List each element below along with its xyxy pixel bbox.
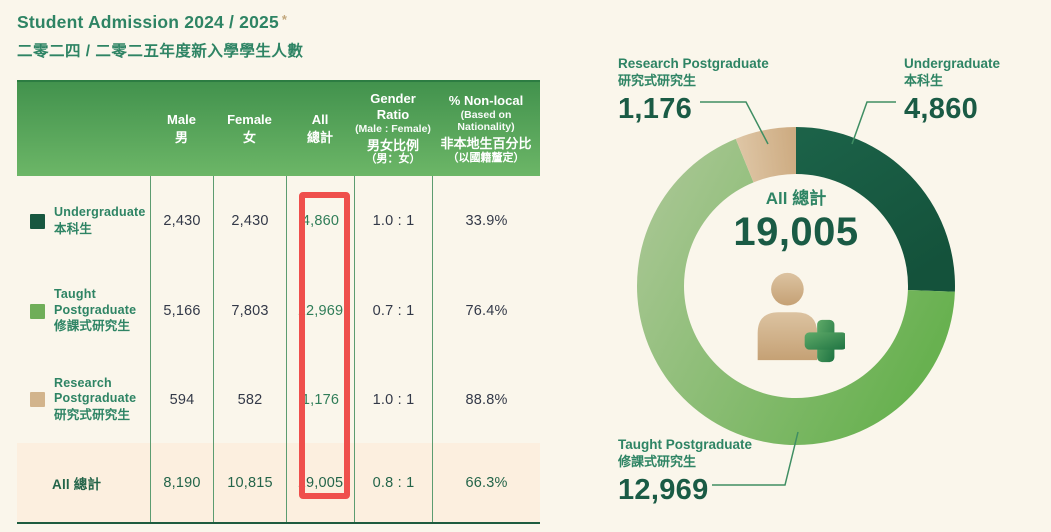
cell-total-all: 19,005 <box>286 443 354 522</box>
row-label-text: Taught Postgraduate 修課式研究生 <box>54 287 150 335</box>
table-header-rowlabel <box>17 80 150 176</box>
taught-postgraduate-label-zh: 修課式研究生 <box>54 319 131 334</box>
table-header-all: All 總計 <box>286 80 354 176</box>
header-ratio-en: Gender Ratio <box>370 91 416 122</box>
taught-postgraduate-swatch-icon <box>30 303 45 319</box>
admission-table: Male 男 Female 女 All 總計 Gender Ratio (Mal… <box>17 80 540 524</box>
research-postgraduate-label-zh: 研究式研究生 <box>54 407 131 422</box>
table-header-male: Male 男 <box>150 80 213 176</box>
donut-center-label: All 總計 <box>765 189 827 208</box>
header-nonlocal-zh: 非本地生百分比 <box>440 136 532 152</box>
donut-center-total: All 總計 19,005 <box>696 184 896 255</box>
person-body <box>757 312 818 361</box>
page-title-text: Student Admission 2024 / 2025 <box>17 12 279 32</box>
research-postgraduate-swatch-icon <box>30 392 45 407</box>
callout-taught-postgraduate: Taught Postgraduate 修課式研究生 12,969 <box>618 436 752 510</box>
donut-chart-panel: Research Postgraduate 研究式研究生 1,176 Under… <box>540 0 1051 532</box>
cell-research-female: 582 <box>213 356 286 443</box>
cell-taught-all: 12,969 <box>286 266 354 356</box>
leader-line-research-postgraduate <box>700 101 769 145</box>
cell-research-all: 1,176 <box>286 356 354 443</box>
row-research-postgraduate-label: Research Postgraduate 研究式研究生 <box>17 356 150 443</box>
header-ratio-zh: 男女比例 <box>366 137 419 153</box>
total-row-label: All 總計 <box>17 443 150 522</box>
title-block: Student Admission 2024 / 2025 * 二零二四 / 二零… <box>17 12 303 61</box>
cell-taught-male: 5,166 <box>150 266 213 356</box>
cell-undergraduate-female: 2,430 <box>213 176 286 266</box>
callout-research-name-zh: 研究式研究生 <box>618 72 697 88</box>
leader-line-undergraduate <box>851 101 896 145</box>
cell-research-male: 594 <box>150 356 213 443</box>
callout-taught-name: Taught Postgraduate <box>618 437 753 452</box>
cell-undergraduate-male: 2,430 <box>150 176 213 266</box>
row-label-text: Research Postgraduate 研究式研究生 <box>54 376 150 424</box>
callout-undergraduate: Undergraduate 本科生 4,860 <box>904 55 1000 129</box>
cell-research-nonlocal: 88.8% <box>432 356 540 443</box>
header-female-zh: 女 <box>242 130 256 145</box>
donut-chart <box>637 101 955 486</box>
callout-undergraduate-value: 4,860 <box>904 93 979 126</box>
undergraduate-label-en: Undergraduate <box>54 204 146 219</box>
cell-taught-female: 7,803 <box>213 266 286 356</box>
header-female-en: Female <box>227 112 272 128</box>
row-label-text: Undergraduate 本科生 <box>54 205 146 237</box>
undergraduate-swatch-icon <box>30 213 45 229</box>
header-all-en: All <box>311 112 329 128</box>
taught-postgraduate-label-en: Taught Postgraduate <box>54 287 137 317</box>
header-all-zh: 總計 <box>306 130 333 145</box>
callout-taught-name-zh: 修課式研究生 <box>618 453 697 469</box>
callout-taught-value: 12,969 <box>618 474 709 507</box>
callout-research-name: Research Postgraduate <box>618 56 769 71</box>
donut-segment-research-postgraduate <box>735 127 796 183</box>
header-nonlocal-zhsub: （以國籍釐定） <box>447 151 525 164</box>
cell-total-male: 8,190 <box>150 443 213 522</box>
page-subtitle-zh: 二零二四 / 二零二五年度新入學學生人數 <box>17 43 304 60</box>
cell-total-nonlocal: 66.3% <box>432 443 540 522</box>
footnote-asterisk: * <box>281 12 288 27</box>
table-header-gender-ratio: Gender Ratio (Male : Female) 男女比例 （男：女） <box>354 80 432 176</box>
callout-research-value: 1,176 <box>618 93 693 126</box>
row-undergraduate-label: Undergraduate 本科生 <box>17 176 150 266</box>
callout-undergraduate-name-zh: 本科生 <box>904 72 944 88</box>
cell-undergraduate-nonlocal: 33.9% <box>432 176 540 266</box>
person-head <box>771 272 804 306</box>
header-nonlocal-en: % Non-local <box>448 92 524 108</box>
cell-research-ratio: 1.0 : 1 <box>354 356 432 443</box>
page-title: Student Admission 2024 / 2025 * <box>17 12 303 33</box>
cell-taught-ratio: 0.7 : 1 <box>354 266 432 356</box>
research-postgraduate-label-en: Research Postgraduate <box>54 375 137 406</box>
cell-taught-nonlocal: 76.4% <box>432 266 540 356</box>
header-male-zh: 男 <box>174 130 188 145</box>
callout-undergraduate-name: Undergraduate <box>904 56 1001 71</box>
cell-total-female: 10,815 <box>213 443 286 522</box>
header-ratio-zhsub: （男：女） <box>365 153 421 166</box>
leader-line-taught-postgraduate <box>712 431 799 486</box>
cell-undergraduate-all: 4,860 <box>286 176 354 266</box>
cell-undergraduate-ratio: 1.0 : 1 <box>354 176 432 266</box>
table-header-nonlocal: % Non-local (Based on Nationality) 非本地生百… <box>432 80 540 176</box>
donut-segments <box>637 127 955 446</box>
undergraduate-label-zh: 本科生 <box>54 221 93 236</box>
donut-segment-taught-postgraduate <box>637 138 955 446</box>
header-nonlocal-sub: (Based on Nationality) <box>457 108 515 134</box>
callout-research-postgraduate: Research Postgraduate 研究式研究生 1,176 <box>618 55 769 129</box>
cell-total-ratio: 0.8 : 1 <box>354 443 432 522</box>
donut-center-value: 19,005 <box>733 210 859 254</box>
plus-icon <box>804 319 845 363</box>
header-ratio-sub: (Male : Female) <box>355 122 431 135</box>
row-taught-postgraduate-label: Taught Postgraduate 修課式研究生 <box>17 266 150 356</box>
donut-segment-undergraduate <box>796 127 955 292</box>
table-header-female: Female 女 <box>213 80 286 176</box>
person-plus-icon <box>757 272 845 363</box>
header-male-en: Male <box>167 112 196 128</box>
